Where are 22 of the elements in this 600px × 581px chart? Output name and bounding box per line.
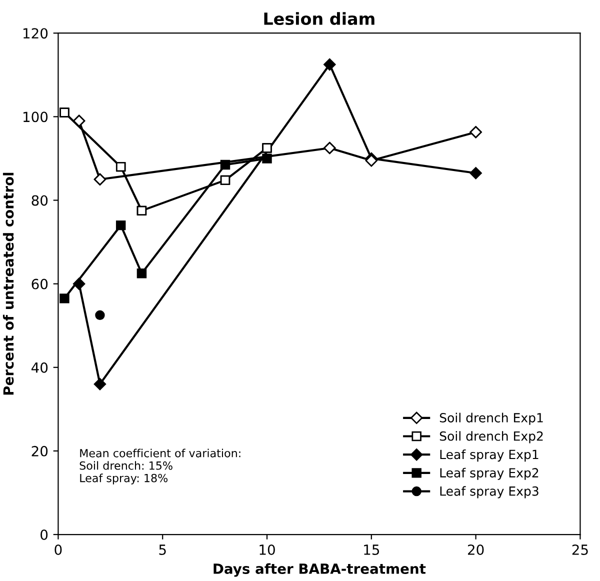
x-tick-label: 25 bbox=[572, 544, 588, 555]
x-tick-label: 15 bbox=[364, 544, 380, 555]
x-axis-title: Days after BABA-treatment bbox=[214, 563, 426, 577]
y-tick-label: 0 bbox=[40, 529, 48, 540]
y-tick-label: 100 bbox=[23, 112, 48, 122]
chart-title: Lesion diam bbox=[264, 12, 374, 26]
y-tick-label: 120 bbox=[23, 28, 48, 39]
x-tick-label: 0 bbox=[54, 544, 62, 555]
y-axis-title: Percent of untreated control bbox=[2, 172, 14, 395]
y-tick-label: 60 bbox=[32, 278, 48, 290]
x-tick-label: 10 bbox=[260, 544, 275, 555]
legend-label: Soil drench Exp2 bbox=[440, 431, 543, 444]
x-tick-label: 20 bbox=[468, 544, 484, 555]
legend-label: Leaf spray Exp1 bbox=[440, 449, 538, 462]
annotation: Mean coefficient of variation: Soil drench: 15% Leaf spray: 18% bbox=[80, 448, 240, 484]
y-tick-label: 20 bbox=[32, 446, 48, 456]
legend-label: Leaf spray Exp3 bbox=[440, 486, 538, 498]
legend-label: Leaf spray Exp2 bbox=[440, 468, 538, 480]
x-tick-label: 5 bbox=[159, 544, 166, 555]
y-tick-label: 80 bbox=[32, 195, 48, 206]
legend-label: Soil drench Exp1 bbox=[440, 412, 543, 425]
y-tick-label: 40 bbox=[31, 362, 48, 373]
